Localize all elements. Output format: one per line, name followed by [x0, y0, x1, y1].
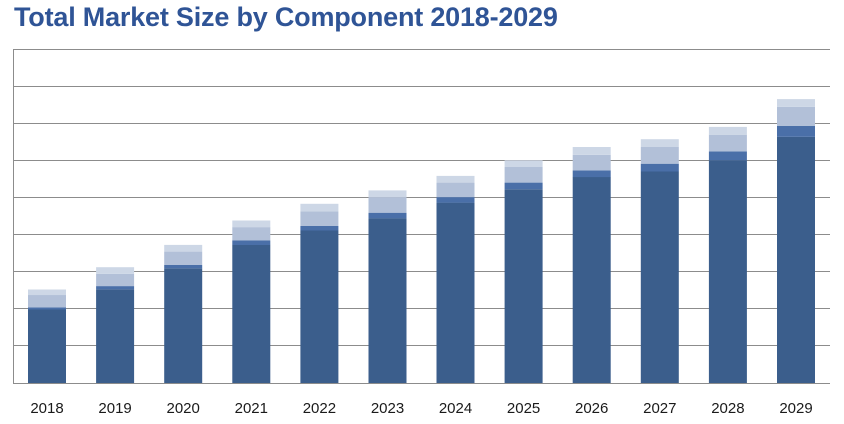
bar-2024-series-2 — [436, 197, 475, 203]
x-tick-label-2025: 2025 — [507, 400, 540, 417]
axes — [13, 49, 830, 384]
bar-2022-series-4 — [300, 203, 339, 212]
bar-2026-series-4 — [572, 147, 611, 155]
bar-2018-series-3 — [28, 295, 66, 308]
bar-2024-series-4 — [436, 175, 475, 183]
x-tick-label-2020: 2020 — [167, 400, 200, 417]
bar-2021-series-1 — [232, 244, 271, 383]
bar-2019-series-2 — [96, 286, 135, 290]
bar-2024-series-3 — [436, 182, 475, 198]
bar-2022-series-3 — [300, 211, 339, 226]
x-tick-labels: 2018 2019 2020 2021 2022 2023 2024 2025 2026 2027… — [30, 400, 812, 417]
bar-2025-series-4 — [504, 160, 543, 167]
bar-2019-series-3 — [96, 273, 135, 287]
bar-2022-series-2 — [300, 226, 339, 231]
bar-2028-series-3 — [708, 134, 747, 152]
bar-2029-series-4 — [777, 99, 815, 107]
bar-2025-series-3 — [504, 167, 543, 183]
bar-2026-series-3 — [572, 154, 611, 171]
x-tick-label-2019: 2019 — [98, 400, 131, 417]
x-tick-label-2022: 2022 — [303, 400, 336, 417]
x-tick-label-2024: 2024 — [439, 400, 472, 417]
bar-2021-series-3 — [232, 227, 271, 241]
bar-2025-series-2 — [504, 182, 543, 190]
bar-2023-series-3 — [368, 197, 407, 213]
bar-2028-series-1 — [708, 160, 747, 383]
x-tick-label-2026: 2026 — [575, 400, 608, 417]
bar-2023-series-2 — [368, 212, 407, 219]
x-tick-label-2027: 2027 — [643, 400, 676, 417]
x-tick-label-2028: 2028 — [711, 400, 744, 417]
bar-2020-series-1 — [164, 268, 203, 383]
bar-2023-series-4 — [368, 190, 407, 198]
bar-2028-series-2 — [708, 151, 747, 161]
bar-2020-series-2 — [164, 265, 203, 269]
bar-2027-series-2 — [640, 163, 679, 172]
grid-lines — [13, 49, 830, 346]
bar-2021-series-2 — [232, 240, 271, 245]
bar-2018-series-2 — [28, 307, 66, 310]
bar-2027-series-1 — [640, 171, 679, 383]
x-tick-label-2029: 2029 — [779, 400, 812, 417]
bar-2027-series-3 — [640, 147, 679, 164]
chart-title: Total Market Size by Component 2018-2029 — [14, 2, 558, 32]
bar-2029-series-3 — [777, 106, 815, 126]
bar-2021-series-4 — [232, 220, 271, 228]
bar-2027-series-4 — [640, 139, 679, 147]
bar-2026-series-2 — [572, 170, 611, 178]
bar-2023-series-1 — [368, 218, 407, 383]
bar-2028-series-4 — [708, 126, 747, 135]
bar-2029-series-2 — [777, 125, 815, 137]
bar-2024-series-1 — [436, 202, 475, 383]
x-tick-label-2023: 2023 — [371, 400, 404, 417]
bars — [28, 99, 815, 383]
bar-2020-series-3 — [164, 251, 203, 265]
bar-2026-series-1 — [572, 177, 611, 383]
bar-2019-series-4 — [96, 267, 135, 274]
bar-2018-series-1 — [28, 309, 66, 383]
bar-2018-series-4 — [28, 289, 66, 296]
bar-2025-series-1 — [504, 189, 543, 383]
bar-2029-series-1 — [777, 137, 815, 383]
x-tick-label-2018: 2018 — [30, 400, 63, 417]
bar-2019-series-1 — [96, 289, 135, 383]
x-tick-label-2021: 2021 — [235, 400, 268, 417]
bar-2020-series-4 — [164, 244, 203, 252]
bar-2022-series-1 — [300, 230, 339, 383]
